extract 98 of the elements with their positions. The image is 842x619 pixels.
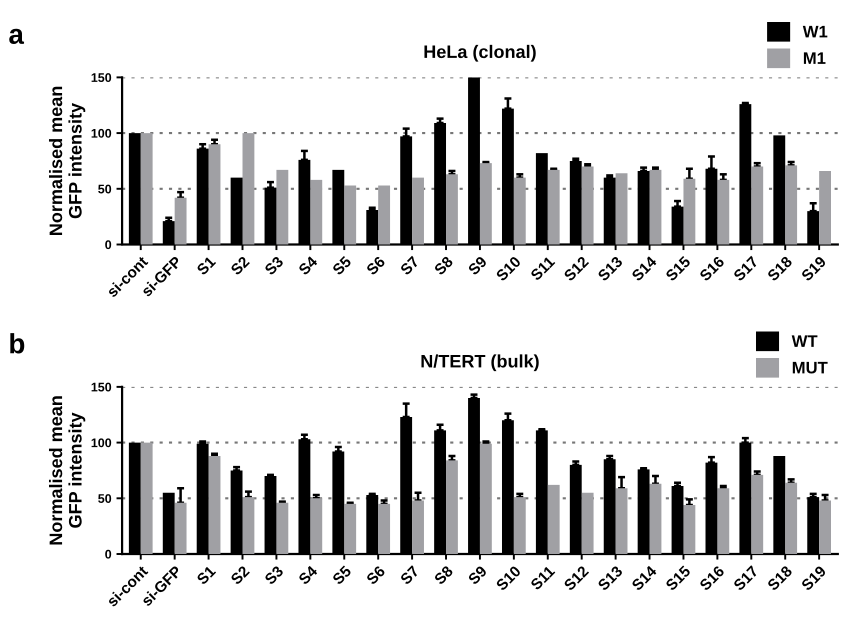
y-tick-label: 100 <box>92 128 112 138</box>
x-tick-label: S17 <box>732 565 759 592</box>
bar <box>446 174 458 245</box>
y-tick-label: 0 <box>105 240 112 250</box>
x-tick-label: S5 <box>332 256 352 276</box>
x-tick-label: S6 <box>366 256 386 276</box>
x-tick-label: S18 <box>766 565 793 592</box>
x-tick-label: S4 <box>298 564 318 586</box>
x-tick-label: S13 <box>596 565 624 592</box>
legend-label: M1 <box>804 52 826 64</box>
x-tick-label: S14 <box>630 564 658 592</box>
x-tick-label: S2 <box>230 565 250 586</box>
x-tick-label: S3 <box>264 256 284 276</box>
x-tick-label: S11 <box>530 565 556 591</box>
bar <box>174 502 187 554</box>
x-tick-label: S4 <box>298 255 318 276</box>
x-tick-label: S16 <box>698 565 725 592</box>
bar <box>208 144 220 245</box>
bar <box>548 170 560 245</box>
chart-title: HeLa (clonal) <box>424 44 536 62</box>
x-tick-label: S8 <box>433 256 454 276</box>
bar <box>514 178 526 245</box>
bar <box>717 180 730 245</box>
bar <box>140 133 153 245</box>
x-tick-label: S14 <box>630 255 658 282</box>
bar <box>548 484 560 554</box>
x-tick-label: S12 <box>563 565 590 592</box>
bar <box>276 502 288 554</box>
bar <box>650 484 662 554</box>
x-tick-label: S7 <box>399 565 420 586</box>
bar <box>174 198 187 245</box>
y-tick-label: 50 <box>98 184 112 194</box>
bar <box>819 170 832 245</box>
bar <box>378 504 390 554</box>
bar <box>683 504 696 554</box>
x-tick-label: S10 <box>495 256 522 282</box>
bar <box>582 492 594 554</box>
bar <box>344 504 356 554</box>
bar <box>650 170 662 245</box>
text: a <box>9 28 24 44</box>
bar <box>616 173 628 245</box>
x-tick-label: S15 <box>664 256 692 282</box>
legend-label: W1 <box>802 26 828 38</box>
bar <box>819 500 832 554</box>
bar <box>616 488 628 554</box>
bar <box>480 444 492 554</box>
bar <box>480 163 492 245</box>
y-tick-label: 150 <box>92 382 112 392</box>
bar <box>140 442 153 554</box>
bar <box>717 488 730 554</box>
bar <box>310 180 322 245</box>
bar <box>242 133 254 245</box>
x-tick-label: S3 <box>264 565 284 586</box>
x-tick-label: S11 <box>530 256 556 282</box>
x-tick-label: S16 <box>698 256 725 282</box>
bar <box>751 166 764 245</box>
bar <box>412 500 424 554</box>
x-tick-label: S9 <box>467 565 488 586</box>
x-tick-label: S2 <box>230 256 250 276</box>
x-tick-label: S13 <box>596 256 624 282</box>
x-tick-label: S6 <box>366 565 386 586</box>
bar <box>582 166 594 245</box>
y-tick-label: 100 <box>92 438 112 448</box>
y-tick-label: 150 <box>92 73 112 82</box>
bar <box>344 185 356 245</box>
bar <box>751 474 764 554</box>
bar <box>683 178 696 245</box>
legend-label: MUT <box>792 362 828 374</box>
y-axis-title: Normalised mean GFP intensity <box>48 86 86 235</box>
bar <box>446 460 458 554</box>
bar <box>785 165 798 245</box>
x-tick-label: S12 <box>563 256 590 282</box>
x-tick-label: S1 <box>196 565 216 586</box>
x-tick-label: S15 <box>664 565 692 592</box>
y-axis-title: Normalised mean GFP intensity <box>48 396 86 544</box>
x-tick-label: S1 <box>196 256 216 276</box>
x-tick-label: S18 <box>766 256 793 282</box>
y-tick-label: 50 <box>98 494 112 503</box>
bar <box>242 497 254 554</box>
y-tick-label: 0 <box>105 550 112 559</box>
x-tick-label: S9 <box>467 256 488 276</box>
text: b <box>10 333 24 354</box>
bar <box>310 498 322 554</box>
bar <box>276 170 288 245</box>
bar <box>378 185 390 245</box>
x-tick-label: S5 <box>332 565 352 586</box>
x-tick-label: S19 <box>800 565 827 592</box>
bar <box>514 497 526 554</box>
x-tick-label: S7 <box>399 256 420 276</box>
legend-label: WT <box>792 335 818 347</box>
x-tick-label: S17 <box>732 256 759 282</box>
bar <box>785 482 798 554</box>
x-tick-label: S19 <box>800 256 827 282</box>
chart-title: N/TERT (bulk) <box>421 354 539 372</box>
x-tick-label: S10 <box>495 565 522 592</box>
bar <box>208 456 220 554</box>
bar <box>412 178 424 245</box>
x-tick-label: S8 <box>433 565 454 586</box>
